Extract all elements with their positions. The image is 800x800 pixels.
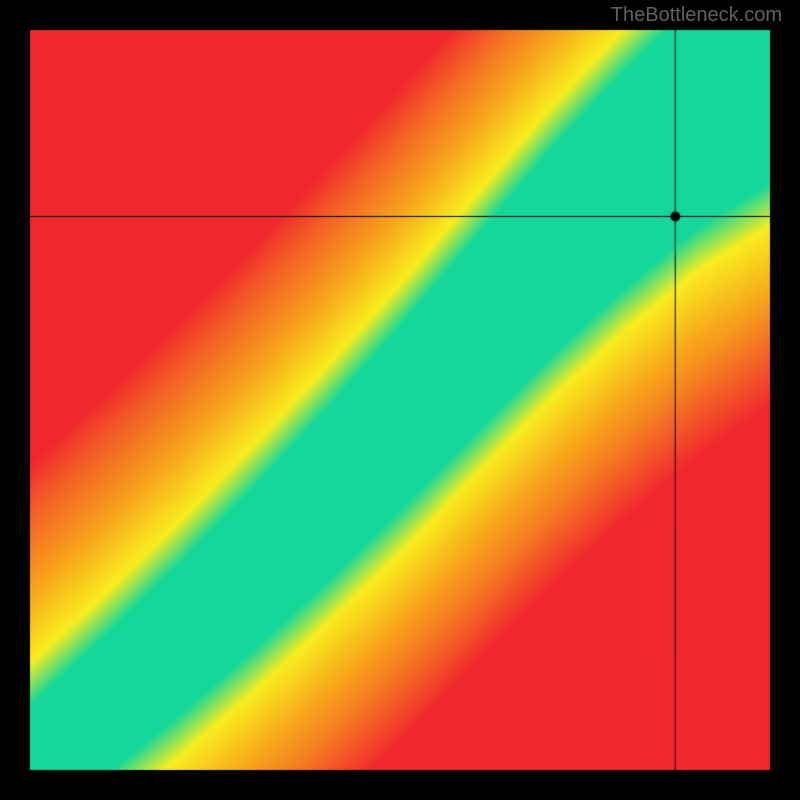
- watermark-text: TheBottleneck.com: [611, 4, 782, 27]
- chart-container: TheBottleneck.com: [0, 0, 800, 800]
- bottleneck-heatmap: [0, 0, 800, 800]
